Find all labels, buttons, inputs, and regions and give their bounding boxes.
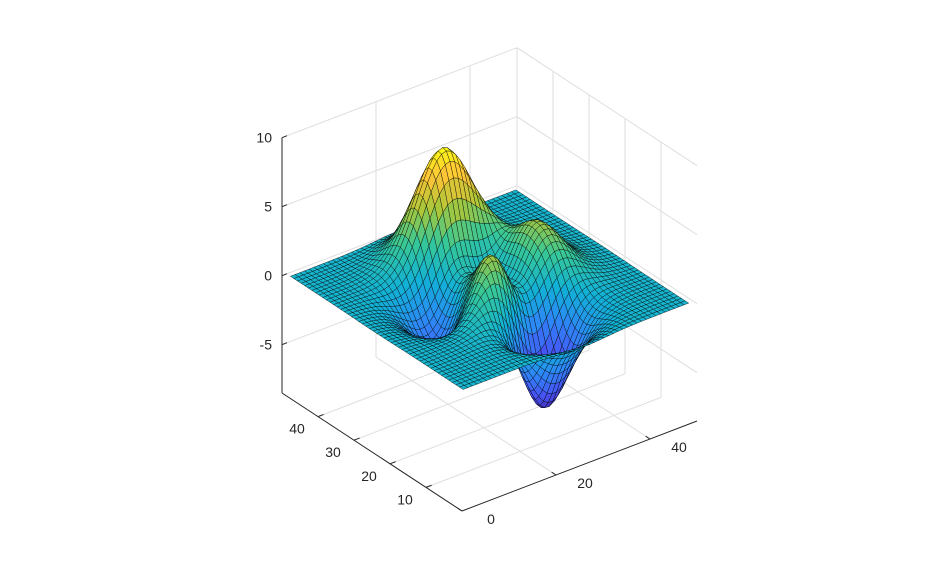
surface-face: [459, 385, 469, 390]
y-tick-label: 10: [397, 491, 413, 507]
x-tick: [551, 471, 557, 476]
y-tick-label: 40: [289, 421, 305, 437]
z-tick-label: 10: [256, 130, 272, 146]
y-tick: [389, 461, 396, 465]
y-axis: [281, 392, 463, 512]
grid-line: [516, 47, 698, 167]
y-tick: [425, 484, 432, 488]
grid-line: [516, 185, 698, 305]
grid-lines: [281, 47, 698, 512]
y-tick-label: 30: [325, 444, 341, 460]
z-tick: [281, 273, 288, 277]
grid-line: [281, 47, 518, 139]
x-tick-label: 40: [671, 439, 687, 455]
z-tick: [281, 135, 288, 139]
grid-line: [375, 356, 557, 476]
x-axis: [461, 420, 698, 512]
x-tick-label: 20: [577, 475, 593, 491]
z-tick-label: 0: [264, 268, 272, 284]
grid-line: [389, 373, 626, 465]
z-tick-label: -5: [260, 337, 273, 353]
surface: [289, 147, 690, 409]
y-tick: [353, 437, 360, 441]
surface-face: [436, 153, 446, 172]
grid-line: [516, 116, 698, 236]
y-tick-label: 20: [361, 468, 377, 484]
x-tick: [645, 435, 651, 440]
grid-line: [425, 396, 662, 488]
y-tick: [317, 413, 324, 418]
z-tick-label: 5: [264, 199, 272, 215]
grid-line: [281, 116, 518, 208]
z-tick: [281, 342, 288, 346]
x-tick-label: 0: [487, 511, 495, 527]
tick-labels: -5 0 5 10 0 20 40 10 20 30 40: [256, 130, 687, 527]
axes: [281, 135, 698, 512]
surface-face: [541, 246, 551, 264]
x-tick: [457, 507, 463, 512]
z-tick: [281, 204, 288, 208]
